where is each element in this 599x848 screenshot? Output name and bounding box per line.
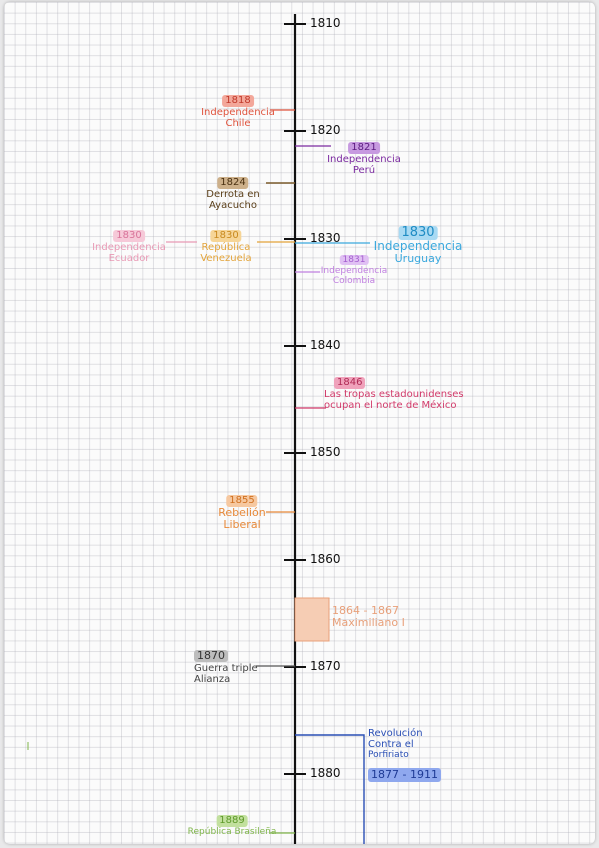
event-chile-year: 1818 — [222, 95, 254, 107]
event-ecuador-year: 1830 — [113, 230, 145, 242]
event-chile-line1: Independencia — [201, 107, 275, 118]
event-venezuela-line2: Venezuela — [200, 253, 252, 264]
event-triple-line2: Alianza — [194, 674, 231, 685]
tick-label-1810: 1810 — [310, 16, 341, 30]
event-maximiliano-line1: Maximiliano I — [332, 616, 405, 629]
event-liberal-year: 1855 — [226, 495, 258, 507]
event-ecuador-line2: Ecuador — [108, 253, 150, 264]
event-ayacucho: 1824 Derrota en Ayacucho — [206, 170, 260, 211]
event-uruguay-line2: Uruguay — [394, 252, 442, 265]
event-ecuador-line1: Independencia — [92, 242, 166, 253]
tick-label-1830: 1830 — [310, 231, 341, 245]
event-ecuador: 1830 Independencia Ecuador — [92, 223, 166, 264]
event-triple-alianza: 1870 Guerra triple Alianza — [194, 644, 258, 685]
event-ayacucho-year: 1824 — [217, 177, 249, 189]
event-liberal: 1855 Rebelión Liberal — [218, 488, 266, 531]
event-mexico-line1: Las tropas estadounidenses — [324, 389, 464, 400]
grid-paper: 1810 1820 1830 1840 1850 1860 1870 1880 … — [4, 2, 595, 844]
event-colombia-line1: Independencia — [320, 266, 388, 276]
event-brasil: 1889 República Brasileña — [187, 808, 277, 837]
event-colombia: 1831 Independencia Colombia — [321, 247, 387, 286]
event-mexico: 1846 Las tropas estadounidenses ocupan e… — [324, 370, 464, 411]
tick-label-1820: 1820 — [310, 123, 341, 137]
tick-label-1870: 1870 — [310, 659, 341, 673]
tick-label-1880: 1880 — [310, 766, 341, 780]
event-brasil-year: 1889 — [216, 815, 248, 827]
event-ayacucho-line1: Derrota en — [206, 189, 260, 200]
event-porfiriato: Revolución Contra el Porfiriato 1877 - 1… — [368, 728, 441, 782]
event-mexico-line2: ocupan el norte de México — [324, 400, 457, 411]
event-colombia-year: 1831 — [339, 255, 369, 265]
tick-label-1840: 1840 — [310, 338, 341, 352]
timeline-lines — [27, 14, 370, 844]
event-peru-line1: Independencia — [327, 154, 401, 165]
event-triple-line1: Guerra triple — [194, 663, 258, 674]
event-venezuela: 1830 República Venezuela — [200, 223, 252, 264]
tick-label-1850: 1850 — [310, 445, 341, 459]
event-venezuela-line1: República — [201, 242, 251, 253]
event-liberal-line1: Rebelión — [218, 506, 266, 519]
event-chile: 1818 Independencia Chile — [201, 88, 275, 129]
grid-lines — [4, 2, 595, 844]
event-colombia-line2: Colombia — [332, 276, 376, 286]
event-maximiliano: 1864 - 1867 Maximiliano I — [332, 605, 405, 629]
event-porfiriato-year: 1877 - 1911 — [368, 768, 441, 782]
event-venezuela-year: 1830 — [210, 230, 242, 242]
event-liberal-line2: Liberal — [223, 518, 261, 531]
event-peru: 1821 Independencia Perú — [327, 135, 401, 176]
event-maximiliano-year: 1864 - 1867 — [332, 604, 399, 617]
event-uruguay: 1830 Independencia Uruguay — [374, 221, 463, 265]
event-brasil-line1: República Brasileña — [187, 827, 277, 837]
event-porfiriato-line1: Revolución — [368, 728, 423, 739]
event-ayacucho-line2: Ayacucho — [208, 200, 257, 211]
event-peru-year: 1821 — [348, 142, 380, 154]
event-triple-year: 1870 — [194, 650, 228, 662]
event-chile-line2: Chile — [225, 118, 251, 129]
event-porfiriato-line2: Contra el — [368, 739, 414, 750]
event-mexico-year: 1846 — [334, 377, 366, 389]
tick-label-1860: 1860 — [310, 552, 341, 566]
connector-porfiriato — [295, 734, 365, 844]
maximiliano-block — [294, 597, 330, 642]
event-peru-line2: Perú — [352, 165, 376, 176]
event-uruguay-line1: Independencia — [373, 239, 463, 253]
event-uruguay-year: 1830 — [398, 226, 438, 240]
event-porfiriato-line3: Porfiriato — [368, 750, 409, 760]
